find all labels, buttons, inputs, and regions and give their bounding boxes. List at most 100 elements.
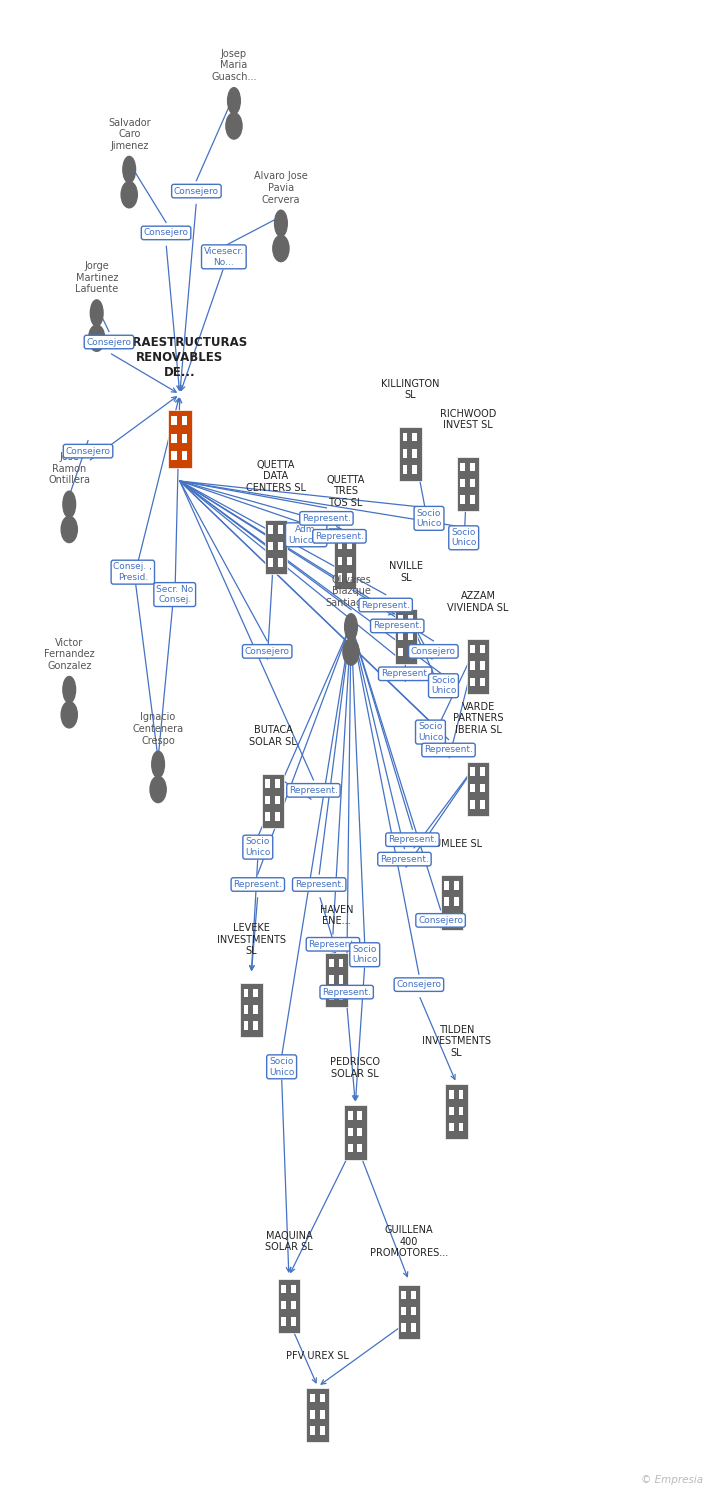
- Text: Josep
Maria
Guasch...: Josep Maria Guasch...: [211, 50, 257, 82]
- FancyBboxPatch shape: [240, 982, 263, 1036]
- FancyBboxPatch shape: [320, 1426, 325, 1436]
- Text: Represent.: Represent.: [323, 987, 371, 996]
- Text: RICHWOOD
INVEST SL: RICHWOOD INVEST SL: [440, 408, 496, 430]
- FancyBboxPatch shape: [470, 645, 475, 654]
- FancyBboxPatch shape: [403, 448, 408, 458]
- Text: Represent.: Represent.: [309, 940, 357, 950]
- Ellipse shape: [61, 516, 77, 543]
- FancyBboxPatch shape: [172, 433, 177, 442]
- FancyBboxPatch shape: [182, 452, 187, 460]
- FancyBboxPatch shape: [454, 914, 459, 922]
- FancyBboxPatch shape: [339, 975, 344, 984]
- Text: Jose
Ramon
Ontillera: Jose Ramon Ontillera: [48, 453, 90, 486]
- FancyBboxPatch shape: [320, 1410, 325, 1419]
- Text: © Empresia: © Empresia: [641, 1476, 703, 1485]
- FancyBboxPatch shape: [320, 1394, 325, 1402]
- FancyBboxPatch shape: [338, 540, 342, 549]
- FancyBboxPatch shape: [401, 1290, 406, 1299]
- FancyBboxPatch shape: [339, 958, 344, 968]
- FancyBboxPatch shape: [329, 975, 333, 984]
- FancyBboxPatch shape: [467, 762, 489, 816]
- FancyBboxPatch shape: [470, 768, 475, 776]
- Text: PFV UREX SL: PFV UREX SL: [286, 1352, 349, 1360]
- Circle shape: [274, 210, 288, 237]
- FancyBboxPatch shape: [264, 519, 287, 574]
- FancyBboxPatch shape: [398, 632, 403, 640]
- FancyBboxPatch shape: [448, 1107, 454, 1114]
- FancyBboxPatch shape: [408, 632, 413, 640]
- FancyBboxPatch shape: [444, 914, 449, 922]
- FancyBboxPatch shape: [398, 615, 403, 624]
- Text: Salvador
Caro
Jimenez: Salvador Caro Jimenez: [108, 117, 151, 150]
- FancyBboxPatch shape: [460, 478, 465, 488]
- FancyBboxPatch shape: [275, 796, 280, 804]
- FancyBboxPatch shape: [480, 645, 485, 654]
- Text: MAQUINA
SOLAR SL: MAQUINA SOLAR SL: [265, 1230, 313, 1252]
- Text: Consejero: Consejero: [418, 916, 463, 926]
- Text: Consejero: Consejero: [87, 338, 132, 346]
- FancyBboxPatch shape: [265, 796, 270, 804]
- FancyBboxPatch shape: [460, 495, 465, 504]
- FancyBboxPatch shape: [310, 1394, 315, 1402]
- FancyBboxPatch shape: [278, 525, 282, 534]
- FancyBboxPatch shape: [448, 1090, 454, 1100]
- FancyBboxPatch shape: [470, 478, 475, 488]
- FancyBboxPatch shape: [470, 784, 475, 792]
- FancyBboxPatch shape: [480, 800, 485, 808]
- FancyBboxPatch shape: [291, 1284, 296, 1293]
- FancyBboxPatch shape: [338, 556, 342, 566]
- Text: Represent.: Represent.: [315, 532, 364, 542]
- Text: LEVEKE
INVESTMENTS
SL: LEVEKE INVESTMENTS SL: [217, 922, 286, 956]
- Text: Socio
Unico: Socio Unico: [352, 945, 377, 964]
- Text: Consejero: Consejero: [66, 447, 111, 456]
- FancyBboxPatch shape: [338, 573, 342, 582]
- Text: Represent.: Represent.: [234, 880, 282, 890]
- FancyBboxPatch shape: [348, 1112, 352, 1120]
- Text: Consejero: Consejero: [245, 646, 290, 656]
- FancyBboxPatch shape: [480, 768, 485, 776]
- FancyBboxPatch shape: [182, 416, 187, 426]
- FancyBboxPatch shape: [470, 800, 475, 808]
- FancyBboxPatch shape: [278, 542, 282, 550]
- Text: Ignacio
Centenera
Crespo: Ignacio Centenera Crespo: [132, 712, 183, 746]
- Text: Jorge
Martinez
Lafuente: Jorge Martinez Lafuente: [75, 261, 119, 294]
- Ellipse shape: [89, 326, 105, 351]
- FancyBboxPatch shape: [329, 992, 333, 1000]
- FancyBboxPatch shape: [306, 1388, 329, 1441]
- Text: NVILLE
SL: NVILLE SL: [389, 561, 423, 582]
- Text: Represent.: Represent.: [361, 600, 410, 609]
- FancyBboxPatch shape: [459, 1107, 464, 1114]
- FancyBboxPatch shape: [291, 1300, 296, 1310]
- FancyBboxPatch shape: [456, 458, 479, 512]
- FancyBboxPatch shape: [325, 952, 348, 1008]
- Text: VARDE
PARTNERS
IBERIA SL: VARDE PARTNERS IBERIA SL: [453, 702, 503, 735]
- FancyBboxPatch shape: [398, 648, 403, 656]
- Ellipse shape: [61, 702, 77, 727]
- FancyBboxPatch shape: [459, 1090, 464, 1100]
- Text: Represent.: Represent.: [380, 855, 429, 864]
- FancyBboxPatch shape: [172, 416, 177, 426]
- FancyBboxPatch shape: [395, 609, 417, 663]
- FancyBboxPatch shape: [265, 780, 270, 788]
- Text: Consejero: Consejero: [397, 980, 441, 988]
- FancyBboxPatch shape: [401, 1306, 406, 1316]
- Circle shape: [63, 490, 76, 517]
- FancyBboxPatch shape: [480, 678, 485, 686]
- FancyBboxPatch shape: [329, 958, 333, 968]
- Text: Adm.
Unico,...: Adm. Unico,...: [288, 525, 325, 544]
- Ellipse shape: [273, 236, 289, 261]
- FancyBboxPatch shape: [265, 812, 270, 820]
- FancyBboxPatch shape: [253, 988, 258, 998]
- Text: Victor
Fernandez
Gonzalez: Victor Fernandez Gonzalez: [44, 638, 95, 670]
- FancyBboxPatch shape: [334, 534, 357, 590]
- Circle shape: [123, 156, 135, 183]
- FancyBboxPatch shape: [408, 648, 413, 656]
- FancyBboxPatch shape: [412, 432, 417, 441]
- Ellipse shape: [150, 777, 166, 802]
- FancyBboxPatch shape: [470, 678, 475, 686]
- FancyBboxPatch shape: [412, 465, 417, 474]
- Text: AZZAM
VIVIENDA SL: AZZAM VIVIENDA SL: [448, 591, 509, 612]
- FancyBboxPatch shape: [412, 448, 417, 458]
- FancyBboxPatch shape: [347, 556, 352, 566]
- Text: Socio
Unico: Socio Unico: [431, 676, 456, 696]
